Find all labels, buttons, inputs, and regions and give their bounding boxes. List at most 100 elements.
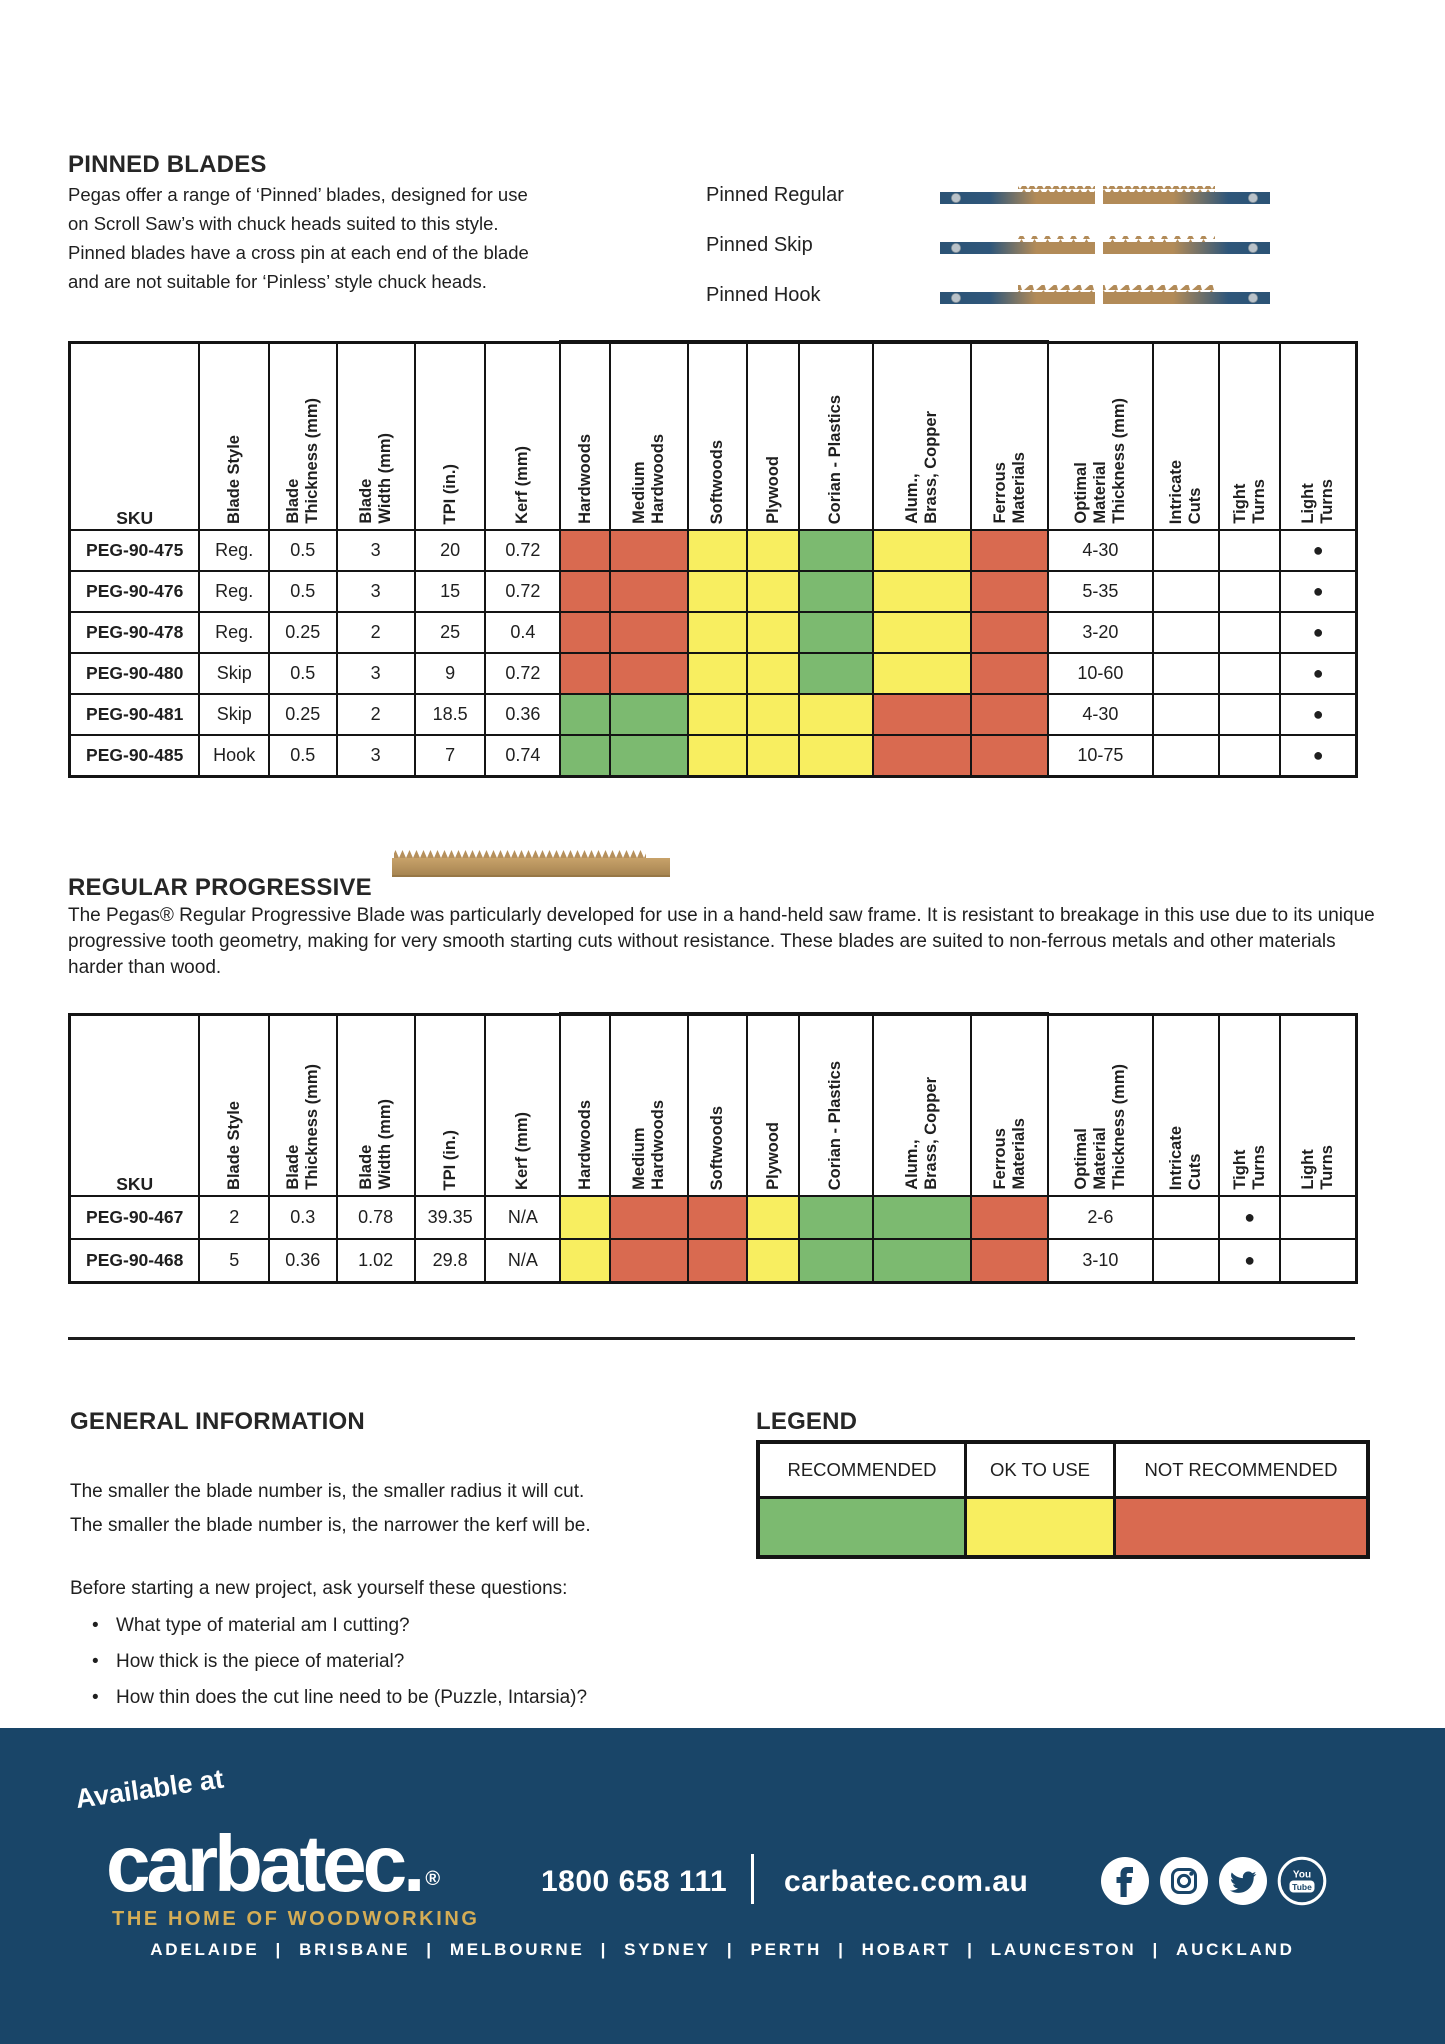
footer-divider-bar <box>751 1854 754 1904</box>
width-cell: 3 <box>335 652 416 695</box>
rating-cell <box>797 1238 874 1283</box>
sku-cell: PEG-90-476 <box>68 570 201 613</box>
city-separator: | <box>600 1940 609 1959</box>
rating-cell <box>797 611 874 654</box>
pinned-regular-label: Pinned Regular <box>706 183 844 206</box>
rating-cell <box>871 734 973 777</box>
pinned-regular-blade-image <box>940 186 1270 204</box>
bullet-icon: • <box>92 1651 99 1672</box>
table-row: PEG-90-480 Skip 0.5 3 9 0.72 10-60 ● <box>68 652 1358 695</box>
col-ferrous-materials: Ferrous Materials <box>970 340 1050 531</box>
col-sku: SKU <box>68 341 201 531</box>
rating-cell <box>687 693 749 736</box>
tpi-cell: 18.5 <box>413 693 487 736</box>
thickness-cell: 0.3 <box>268 1195 338 1240</box>
youtube-icon[interactable]: You Tube <box>1277 1856 1327 1906</box>
rating-cell <box>746 529 800 572</box>
rating-cell <box>687 734 749 777</box>
light-turns-cell: ● <box>1279 693 1358 736</box>
table-row: PEG-90-481 Skip 0.25 2 18.5 0.36 4-30 ● <box>68 693 1358 736</box>
light-turns-cell: ● <box>1279 570 1358 613</box>
width-cell: 3 <box>335 570 416 613</box>
pinned-skip-row: Pinned Skip <box>706 220 1270 270</box>
website-link[interactable]: carbatec.com.au <box>784 1865 1029 1898</box>
col-softwoods: Softwoods <box>687 1012 749 1197</box>
rating-cell <box>970 529 1050 572</box>
pinned-skip-blade-image <box>940 236 1270 254</box>
svg-text:Tube: Tube <box>1292 1882 1312 1892</box>
thickness-cell: 0.25 <box>268 611 338 654</box>
svg-text:You: You <box>1293 1870 1311 1881</box>
col-intricate-cuts: Intricate Cuts <box>1151 341 1221 531</box>
blade-style-cell: Skip <box>198 693 271 736</box>
col-tight-turns: Tight Turns <box>1218 1013 1282 1197</box>
thickness-cell: 0.5 <box>268 734 338 777</box>
kerf-cell: 0.72 <box>484 529 562 572</box>
tight-turns-cell <box>1218 734 1282 777</box>
rating-cell <box>609 529 690 572</box>
col-plywood: Plywood <box>746 1012 800 1197</box>
facebook-icon[interactable] <box>1100 1856 1150 1906</box>
blade-style-cell: Hook <box>198 734 271 777</box>
optimal-thickness-cell: 4-30 <box>1047 693 1154 736</box>
thickness-cell: 0.5 <box>268 529 338 572</box>
social-icons: You Tube <box>1100 1856 1327 1906</box>
col-plywood: Plywood <box>746 340 800 531</box>
rating-cell <box>559 529 612 572</box>
footer-city: BRISBANE <box>299 1940 411 1959</box>
pinned-blade-list: Pinned Regular <box>706 170 1270 320</box>
rating-cell <box>871 611 973 654</box>
optimal-thickness-cell: 5-35 <box>1047 570 1154 613</box>
rating-cell <box>559 1238 612 1283</box>
col-hardwoods: Hardwoods <box>559 1012 612 1197</box>
light-turns-cell <box>1279 1238 1358 1283</box>
progressive-blade-image <box>392 850 670 877</box>
intricate-cuts-cell <box>1151 611 1221 654</box>
instagram-icon[interactable] <box>1159 1856 1209 1906</box>
rating-cell <box>871 1195 973 1240</box>
bullet-icon: • <box>92 1615 99 1636</box>
regular-progressive-title: REGULAR PROGRESSIVE <box>68 873 372 901</box>
kerf-cell: 0.72 <box>484 652 562 695</box>
kerf-cell: 0.36 <box>484 693 562 736</box>
table-row: PEG-90-485 Hook 0.5 3 7 0.74 10-75 ● <box>68 734 1358 777</box>
pinned-hook-blade-image <box>940 285 1270 304</box>
col-tpi: TPI (in.) <box>413 1013 487 1197</box>
light-turns-cell: ● <box>1279 652 1358 695</box>
bullet-icon: • <box>92 1687 99 1708</box>
footer-city: ADELAIDE <box>150 1940 260 1959</box>
rating-cell <box>970 570 1050 613</box>
tpi-cell: 15 <box>413 570 487 613</box>
carbatec-logo: carbatec. ® <box>106 1819 441 1908</box>
rating-cell <box>746 652 800 695</box>
rating-cell <box>746 611 800 654</box>
col-kerf: Kerf (mm) <box>484 1013 562 1197</box>
twitter-icon[interactable] <box>1218 1856 1268 1906</box>
section-divider <box>68 1337 1355 1340</box>
thickness-cell: 0.5 <box>268 570 338 613</box>
rating-cell <box>609 611 690 654</box>
rating-cell <box>797 529 874 572</box>
optimal-thickness-cell: 3-10 <box>1047 1238 1154 1283</box>
general-information-title: GENERAL INFORMATION <box>70 1407 365 1435</box>
sku-cell: PEG-90-475 <box>68 529 201 572</box>
city-separator: | <box>426 1940 434 1959</box>
intricate-cuts-cell <box>1151 570 1221 613</box>
list-item: • How thin does the cut line need to be (… <box>70 1680 587 1716</box>
pinned-blades-title: PINNED BLADES <box>68 150 267 178</box>
sku-cell: PEG-90-478 <box>68 611 201 654</box>
footer-city: AUCKLAND <box>1176 1940 1295 1959</box>
col-hardwoods: Hardwoods <box>559 340 612 531</box>
tpi-cell: 25 <box>413 611 487 654</box>
progressive-blurb: The Pegas® Regular Progressive Blade was… <box>68 905 1375 978</box>
tight-turns-cell: ● <box>1218 1195 1282 1240</box>
rating-cell <box>687 1195 749 1240</box>
rating-cell <box>609 570 690 613</box>
rating-cell <box>559 570 612 613</box>
rating-cell <box>746 570 800 613</box>
available-at-text: Available at <box>73 1763 226 1815</box>
intricate-cuts-cell <box>1151 652 1221 695</box>
rating-cell <box>871 652 973 695</box>
header-row: SKU Blade Style Blade Thickness (mm) Bla… <box>68 1012 1358 1197</box>
